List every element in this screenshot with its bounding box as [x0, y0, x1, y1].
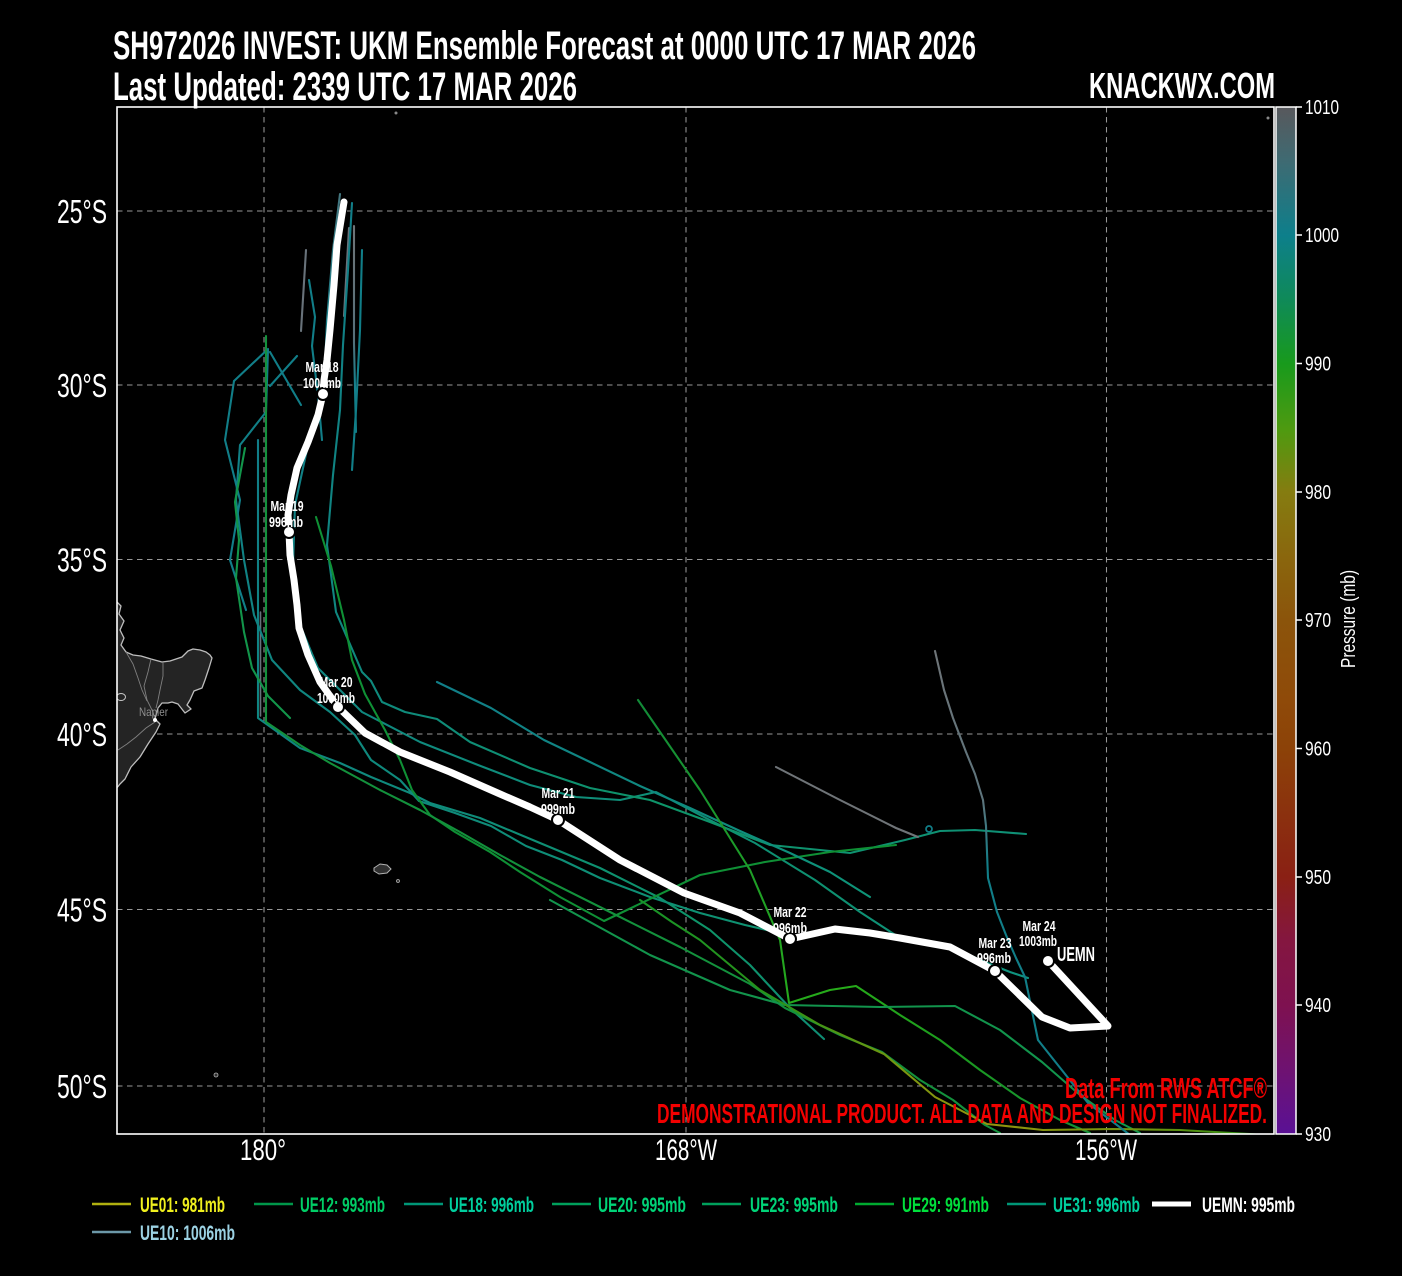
svg-text:UE12: 993mb: UE12: 993mb	[300, 1194, 385, 1217]
svg-text:KNACKWX.COM: KNACKWX.COM	[1089, 65, 1275, 106]
svg-text:Last Updated: 2339 UTC 17 MAR: Last Updated: 2339 UTC 17 MAR 2026	[113, 65, 577, 109]
svg-text:Pressure (mb): Pressure (mb)	[1338, 570, 1360, 668]
svg-text:Mar 20: Mar 20	[320, 674, 353, 691]
svg-text:940: 940	[1305, 995, 1331, 1017]
svg-text:156°W: 156°W	[1075, 1134, 1137, 1167]
svg-text:Mar 19: Mar 19	[271, 498, 304, 515]
svg-text:1003mb: 1003mb	[1019, 933, 1057, 950]
svg-text:SH972026 INVEST: UKM Ensemble: SH972026 INVEST: UKM Ensemble Forecast a…	[113, 24, 976, 68]
svg-text:950: 950	[1305, 867, 1331, 889]
svg-text:999mb: 999mb	[541, 801, 575, 818]
svg-text:30°S: 30°S	[57, 367, 107, 404]
svg-text:Data From RWS ATCF®: Data From RWS ATCF®	[1065, 1073, 1267, 1105]
svg-text:UE20: 995mb: UE20: 995mb	[598, 1194, 686, 1217]
svg-text:1000mb: 1000mb	[317, 690, 355, 707]
svg-text:35°S: 35°S	[57, 542, 107, 579]
svg-text:Mar 22: Mar 22	[774, 904, 807, 921]
svg-text:45°S: 45°S	[57, 892, 107, 929]
svg-text:980: 980	[1305, 482, 1331, 504]
svg-text:960: 960	[1305, 739, 1331, 761]
svg-text:UEMN: UEMN	[1057, 944, 1095, 966]
svg-text:UE29: 991mb: UE29: 991mb	[902, 1194, 989, 1217]
svg-text:996mb: 996mb	[977, 950, 1011, 967]
svg-text:DEMONSTRATIONAL PRODUCT. ALL D: DEMONSTRATIONAL PRODUCT. ALL DATA AND DE…	[657, 1098, 1267, 1129]
svg-text:UE10: 1006mb: UE10: 1006mb	[140, 1222, 235, 1245]
svg-text:180°: 180°	[240, 1134, 286, 1167]
svg-text:168°W: 168°W	[655, 1134, 717, 1167]
svg-text:1004mb: 1004mb	[303, 375, 341, 392]
svg-text:UE23: 995mb: UE23: 995mb	[750, 1194, 838, 1217]
svg-text:Mar 21: Mar 21	[542, 785, 575, 802]
svg-text:996mb: 996mb	[773, 920, 807, 937]
svg-text:930: 930	[1305, 1124, 1331, 1146]
svg-text:UE01: 981mb: UE01: 981mb	[140, 1194, 225, 1217]
svg-text:Mar 23: Mar 23	[979, 935, 1012, 952]
svg-text:1000: 1000	[1305, 225, 1339, 247]
svg-text:UEMN: 995mb: UEMN: 995mb	[1202, 1194, 1295, 1217]
svg-text:1010: 1010	[1305, 97, 1339, 119]
svg-text:Napier: Napier	[139, 705, 168, 719]
svg-text:Mar 24: Mar 24	[1023, 918, 1056, 935]
svg-text:Mar 18: Mar 18	[306, 359, 339, 376]
svg-text:970: 970	[1305, 610, 1331, 632]
svg-text:996mb: 996mb	[269, 514, 303, 531]
svg-text:UE18: 996mb: UE18: 996mb	[449, 1194, 534, 1217]
svg-text:990: 990	[1305, 354, 1331, 376]
svg-text:UE31: 996mb: UE31: 996mb	[1053, 1194, 1140, 1217]
svg-text:50°S: 50°S	[57, 1068, 107, 1105]
svg-text:25°S: 25°S	[57, 193, 107, 230]
svg-text:40°S: 40°S	[57, 716, 107, 753]
